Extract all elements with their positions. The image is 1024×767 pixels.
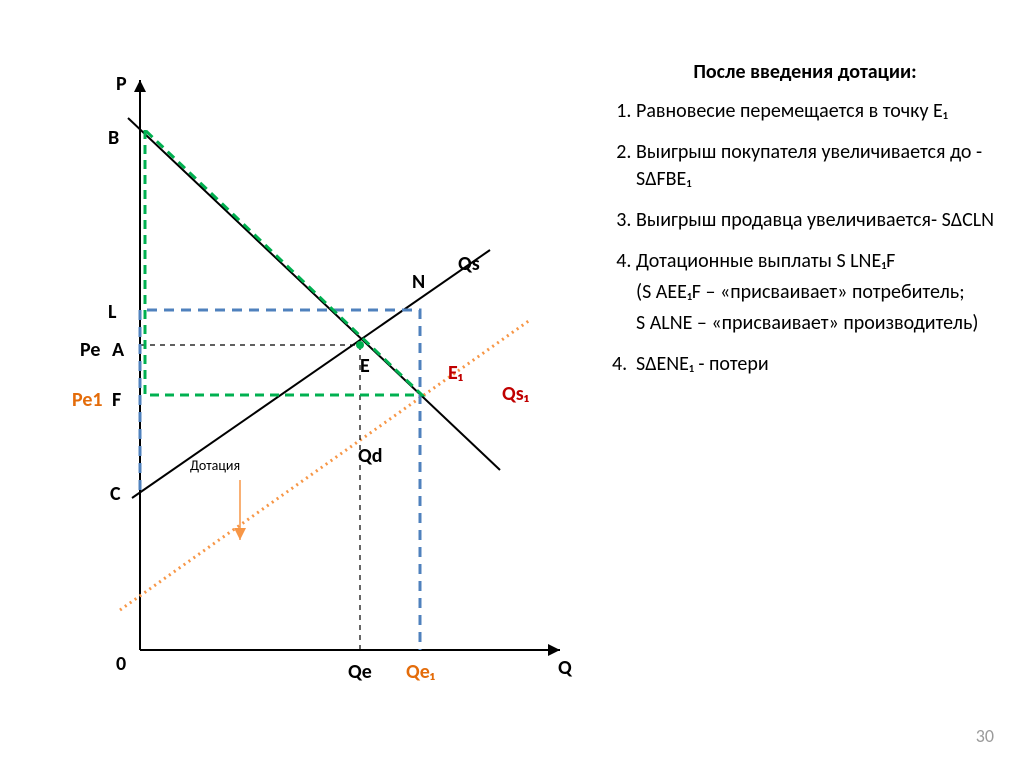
list-item: Равновесие перемещается в точку E₁ bbox=[636, 98, 1000, 125]
subsidy-diagram: 0 P Q B L Pe A Pe1 F C N E E₁ Qs Qs₁ Qd Qe Qe₁ Дотация bbox=[60, 70, 590, 710]
list-item: Выигрыш продавца увеличивается- SΔCLN bbox=[636, 207, 1000, 234]
chart-label-a: A bbox=[112, 338, 125, 362]
chart-label-q: Q bbox=[558, 656, 573, 680]
chart-label-n: N bbox=[412, 270, 425, 294]
slide-number: 30 bbox=[976, 725, 994, 747]
chart-label-l: L bbox=[108, 300, 117, 324]
chart-label-0: 0 bbox=[116, 652, 126, 676]
chart-label-b: B bbox=[108, 126, 119, 150]
chart-label-p: P bbox=[116, 72, 127, 96]
chart-label-e: E bbox=[360, 354, 370, 378]
chart-label-qs1: Qs₁ bbox=[502, 382, 529, 406]
chart-label-qd: Qd bbox=[358, 444, 382, 468]
chart-label-subsidy: Дотация bbox=[190, 457, 240, 474]
chart-label-qs: Qs bbox=[458, 252, 480, 276]
chart-label-qe1: Qe₁ bbox=[406, 660, 435, 684]
list-item: Дотационные выплаты S LNE₁F(S AEE₁F – «п… bbox=[636, 248, 1000, 337]
list-item: 4. SΔENE₁ - потери bbox=[636, 351, 1000, 378]
panel-heading: После введения дотации: bbox=[610, 60, 1000, 84]
chart-label-qe: Qe bbox=[348, 660, 372, 684]
list-item: Выигрыш покупателя увеличивается до - SΔ… bbox=[636, 139, 1000, 193]
explanation-panel: После введения дотации: Равновесие перем… bbox=[610, 60, 1000, 392]
chart-label-pe: Pe bbox=[80, 338, 100, 362]
chart-label-e1: E₁ bbox=[448, 361, 463, 385]
chart-label-c: C bbox=[110, 482, 121, 506]
chart-label-pe1: Pe1 bbox=[72, 388, 103, 412]
panel-list: Равновесие перемещается в точку E₁ Выигры… bbox=[610, 98, 1000, 378]
chart-label-f: F bbox=[112, 388, 121, 412]
